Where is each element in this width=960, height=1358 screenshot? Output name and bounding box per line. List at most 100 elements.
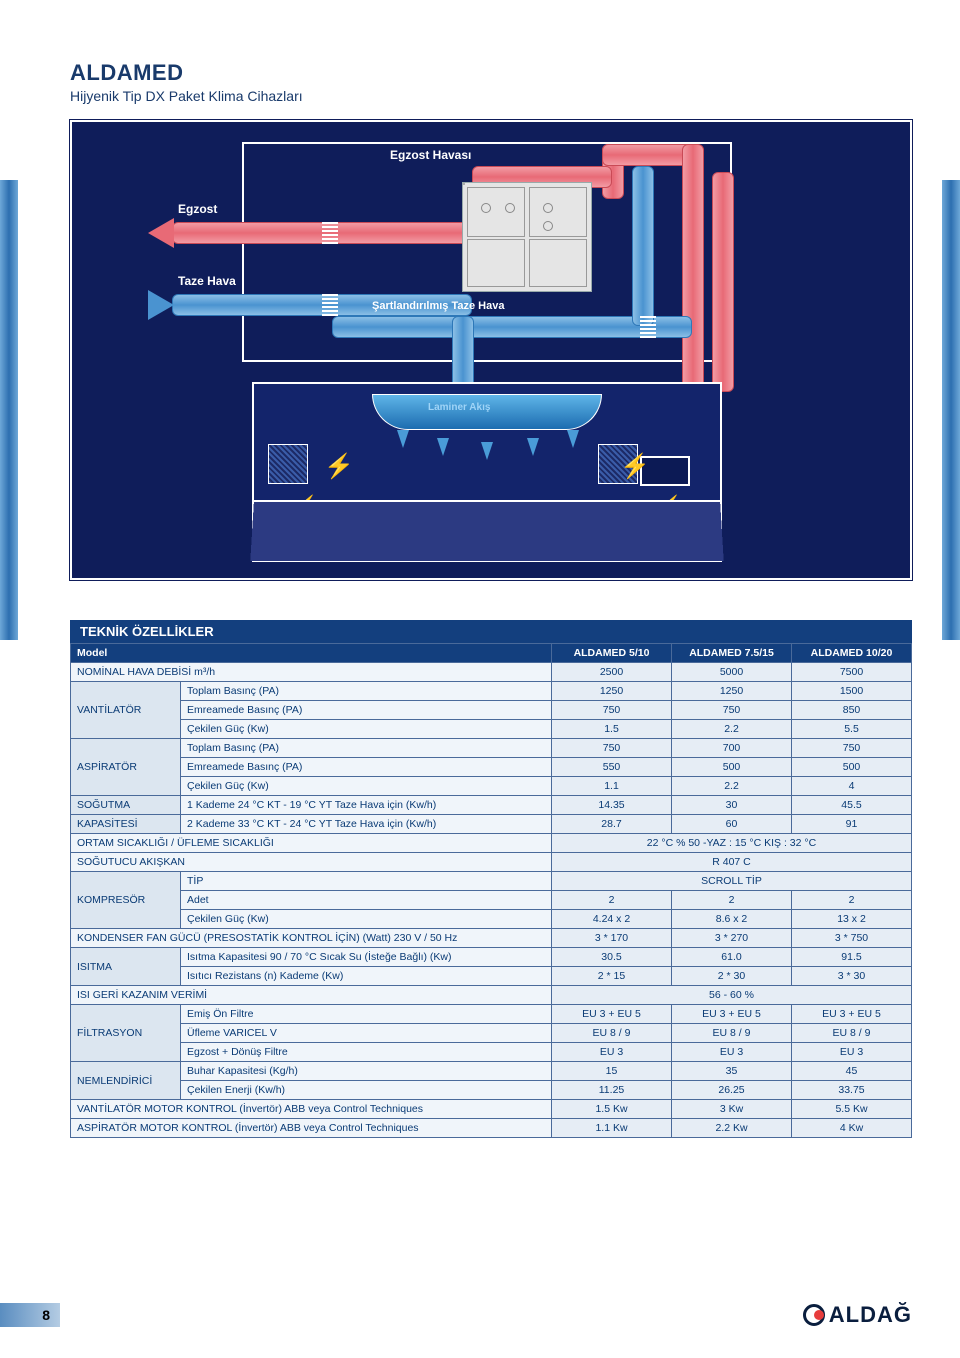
header-title: ALDAMED xyxy=(70,60,912,86)
laminar-flow-icon xyxy=(387,430,587,480)
row-label: ORTAM SICAKLIĞI / ÜFLEME SICAKLIĞI xyxy=(71,834,552,853)
row-value: 13 x 2 xyxy=(792,910,912,929)
row-label: SOĞUTUCU AKIŞKAN xyxy=(71,853,552,872)
row-value: 5.5 xyxy=(792,720,912,739)
row-label: Isıtma Kapasitesi 90 / 70 °C Sıcak Su (İ… xyxy=(181,948,552,967)
floor xyxy=(250,500,723,561)
row-value: 30 xyxy=(672,796,792,815)
row-label: Toplam Basınç (PA) xyxy=(181,682,552,701)
row-value: 28.7 xyxy=(552,815,672,834)
return-grille-icon xyxy=(268,444,308,484)
row-value: 1250 xyxy=(672,682,792,701)
spec-table: Model ALDAMED 5/10 ALDAMED 7.5/15 ALDAME… xyxy=(70,643,912,1138)
table-row: Çekilen Güç (Kw)1.12.24 xyxy=(71,777,912,796)
category-label: ASPİRATÖR xyxy=(71,739,181,796)
row-value: 2.2 xyxy=(672,720,792,739)
row-label: ASPİRATÖR MOTOR KONTROL (İnvertör) ABB v… xyxy=(71,1119,552,1138)
footer: 8 ALDAĞ xyxy=(0,1302,960,1328)
row-value: 61.0 xyxy=(672,948,792,967)
table-row: Çekilen Enerji (Kw/h)11.2526.2533.75 xyxy=(71,1081,912,1100)
label-laminer: Laminer Akış xyxy=(428,402,490,413)
logo: ALDAĞ xyxy=(803,1302,912,1328)
row-value: 3 * 30 xyxy=(792,967,912,986)
row-value: 1.1 xyxy=(552,777,672,796)
row-value: 3 Kw xyxy=(672,1100,792,1119)
table-row: VANTİLATÖRToplam Basınç (PA)125012501500 xyxy=(71,682,912,701)
table-row: NOMİNAL HAVA DEBİSİ m³/h250050007500 xyxy=(71,663,912,682)
damper-icon xyxy=(322,222,338,244)
row-value: 2 xyxy=(552,891,672,910)
table-row: Emreamede Basınç (PA)550500500 xyxy=(71,758,912,777)
category-label: SOĞUTMA xyxy=(71,796,181,815)
table-row: Isıtıcı Rezistans (n) Kademe (Kw)2 * 152… xyxy=(71,967,912,986)
table-row: KONDENSER FAN GÜCÜ (PRESOSTATİK KONTROL … xyxy=(71,929,912,948)
row-label: VANTİLATÖR MOTOR KONTROL (İnvertör) ABB … xyxy=(71,1100,552,1119)
row-value: 4.24 x 2 xyxy=(552,910,672,929)
row-value: 3 * 170 xyxy=(552,929,672,948)
row-label: 2 Kademe 33 °C KT - 24 °C YT Taze Hava i… xyxy=(181,815,552,834)
row-value: 2500 xyxy=(552,663,672,682)
row-value: 2.2 Kw xyxy=(672,1119,792,1138)
logo-text: ALDAĞ xyxy=(829,1302,912,1328)
row-label: Emreamede Basınç (PA) xyxy=(181,758,552,777)
row-value: 1500 xyxy=(792,682,912,701)
row-value: EU 3 + EU 5 xyxy=(672,1005,792,1024)
row-value: 91 xyxy=(792,815,912,834)
row-value: 3 * 270 xyxy=(672,929,792,948)
table-row: ISI GERİ KAZANIM VERİMİ56 - 60 % xyxy=(71,986,912,1005)
table-row: ASPİRATÖRToplam Basınç (PA)750700750 xyxy=(71,739,912,758)
category-label: FİLTRASYON xyxy=(71,1005,181,1062)
row-value: 1250 xyxy=(552,682,672,701)
row-span-value: 22 °C % 50 -YAZ : 15 °C KIŞ : 32 °C xyxy=(552,834,912,853)
ahu-unit xyxy=(462,182,592,292)
row-label: KONDENSER FAN GÜCÜ (PRESOSTATİK KONTROL … xyxy=(71,929,552,948)
row-label: 1 Kademe 24 °C KT - 19 °C YT Taze Hava i… xyxy=(181,796,552,815)
row-value: EU 3 xyxy=(792,1043,912,1062)
duct-supply-v xyxy=(632,166,654,326)
table-row: ORTAM SICAKLIĞI / ÜFLEME SICAKLIĞI22 °C … xyxy=(71,834,912,853)
col-1: ALDAMED 5/10 xyxy=(552,644,672,663)
row-value: 60 xyxy=(672,815,792,834)
row-value: 500 xyxy=(672,758,792,777)
row-label: Çekilen Güç (Kw) xyxy=(181,910,552,929)
row-value: 15 xyxy=(552,1062,672,1081)
row-value: 4 Kw xyxy=(792,1119,912,1138)
damper-icon xyxy=(322,294,338,316)
table-row: NEMLENDİRİCİBuhar Kapasitesi (Kg/h)15354… xyxy=(71,1062,912,1081)
header: ALDAMED Hijyenik Tip DX Paket Klima Ciha… xyxy=(70,60,912,104)
row-label: Üfleme VARICEL V xyxy=(181,1024,552,1043)
table-row: VANTİLATÖR MOTOR KONTROL (İnvertör) ABB … xyxy=(71,1100,912,1119)
row-span-value: 56 - 60 % xyxy=(552,986,912,1005)
row-value: 500 xyxy=(792,758,912,777)
row-value: 3 * 750 xyxy=(792,929,912,948)
row-label: Çekilen Güç (Kw) xyxy=(181,777,552,796)
category-label: KAPASİTESİ xyxy=(71,815,181,834)
table-row: Çekilen Güç (Kw)1.52.25.5 xyxy=(71,720,912,739)
row-value: EU 3 xyxy=(672,1043,792,1062)
row-value: 750 xyxy=(672,701,792,720)
exhaust-arrow-icon xyxy=(148,218,174,248)
row-value: 4 xyxy=(792,777,912,796)
row-label: Isıtıcı Rezistans (n) Kademe (Kw) xyxy=(181,967,552,986)
row-value: 2.2 xyxy=(672,777,792,796)
table-row: SOĞUTMA1 Kademe 24 °C KT - 19 °C YT Taze… xyxy=(71,796,912,815)
table-row: SOĞUTUCU AKIŞKANR 407 C xyxy=(71,853,912,872)
supply-arrow-icon xyxy=(148,290,174,320)
row-value: EU 3 + EU 5 xyxy=(552,1005,672,1024)
row-value: 2 xyxy=(792,891,912,910)
page: ALDAMED Hijyenik Tip DX Paket Klima Ciha… xyxy=(0,0,960,1358)
row-value: 5.5 Kw xyxy=(792,1100,912,1119)
row-value: 700 xyxy=(672,739,792,758)
label-sartlandirilmis: Şartlandırılmış Taze Hava xyxy=(372,300,504,312)
category-label: KOMPRESÖR xyxy=(71,872,181,929)
table-header-row: Model ALDAMED 5/10 ALDAMED 7.5/15 ALDAME… xyxy=(71,644,912,663)
table-row: Emreamede Basınç (PA)750750850 xyxy=(71,701,912,720)
row-value: EU 8 / 9 xyxy=(792,1024,912,1043)
row-value: 14.35 xyxy=(552,796,672,815)
row-label: Buhar Kapasitesi (Kg/h) xyxy=(181,1062,552,1081)
page-number: 8 xyxy=(0,1303,60,1327)
row-value: EU 8 / 9 xyxy=(672,1024,792,1043)
row-value: 7500 xyxy=(792,663,912,682)
category-label: NEMLENDİRİCİ xyxy=(71,1062,181,1100)
row-value: 33.75 xyxy=(792,1081,912,1100)
